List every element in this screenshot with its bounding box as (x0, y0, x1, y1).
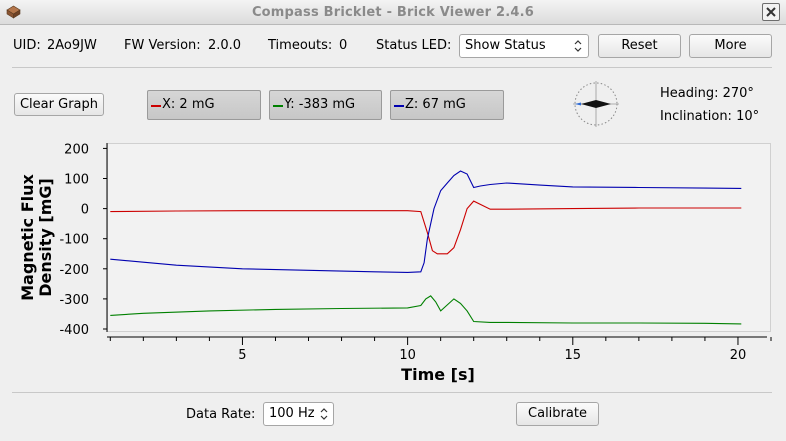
x-tick-label: 15 (565, 348, 582, 363)
timeouts-value: 0 (339, 38, 348, 53)
legend-z-label: Z: 67 mG (405, 97, 466, 112)
inclination-readout: Inclination: 10° (660, 109, 760, 124)
x-axis-label: Time [s] (401, 365, 475, 384)
series-x-line (110, 200, 742, 255)
spinner-arrows-icon (320, 408, 328, 420)
legend-y-label: Y: -383 mG (284, 97, 356, 112)
compass-icon (573, 81, 619, 127)
y-tick-label: 0 (81, 203, 89, 218)
data-rate-label: Data Rate: (186, 407, 256, 422)
status-led-label: Status LED: (376, 38, 452, 53)
legend-x-button[interactable]: X: 2 mG (147, 90, 261, 120)
y-axis-label: Magnetic Flux (18, 173, 37, 300)
data-rate-value: 100 Hz (269, 406, 315, 421)
y-tick-label: -200 (59, 263, 89, 278)
y-tick-label: 100 (64, 173, 89, 188)
legend-y-swatch (273, 105, 283, 107)
y-tick-label: -300 (59, 293, 89, 308)
heading-readout: Heading: 270° (660, 86, 754, 101)
y-tick-label: 200 (64, 142, 89, 157)
series-z-line (110, 170, 742, 273)
uid-label: UID: (13, 38, 41, 53)
plot-area (107, 143, 771, 332)
title-bar: Compass Bricklet - Brick Viewer 2.4.6 (0, 0, 786, 25)
magnetic-flux-chart: 200 100 0 -100 -200 -300 -400 5 10 15 20 Time [s] Ma… (18, 142, 772, 384)
brick-icon (6, 5, 21, 19)
reset-button[interactable]: Reset (598, 34, 681, 58)
fw-version-value: 2.0.0 (208, 38, 242, 53)
fw-version-label: FW Version: (124, 38, 201, 53)
x-tick-label: 5 (238, 348, 246, 363)
y-tick-label: -100 (59, 233, 89, 248)
separator (12, 392, 772, 393)
spinner-arrows-icon (574, 40, 582, 52)
y-axis-label: Density [mG] (36, 178, 55, 297)
x-tick-label: 10 (399, 348, 416, 363)
data-rate-select[interactable]: 100 Hz (263, 402, 334, 426)
status-led-value: Show Status (465, 38, 546, 53)
calibrate-button[interactable]: Calibrate (516, 402, 599, 426)
close-button[interactable] (762, 3, 780, 21)
uid-value: 2Ao9JW (47, 38, 97, 53)
clear-graph-button[interactable]: Clear Graph (14, 93, 104, 116)
x-tick-label: 20 (730, 348, 747, 363)
legend-x-label: X: 2 mG (162, 97, 215, 112)
series-y-line (110, 295, 742, 325)
status-led-select[interactable]: Show Status (459, 34, 589, 58)
window-title: Compass Bricklet - Brick Viewer 2.4.6 (251, 5, 535, 20)
close-icon (766, 7, 776, 17)
more-button[interactable]: More (689, 34, 772, 58)
legend-z-swatch (394, 105, 404, 107)
legend-z-button[interactable]: Z: 67 mG (390, 90, 504, 120)
legend-y-button[interactable]: Y: -383 mG (269, 90, 382, 120)
legend-x-swatch (151, 105, 161, 107)
y-tick-label: -400 (59, 323, 89, 338)
timeouts-label: Timeouts: (268, 38, 333, 53)
separator (12, 67, 772, 68)
